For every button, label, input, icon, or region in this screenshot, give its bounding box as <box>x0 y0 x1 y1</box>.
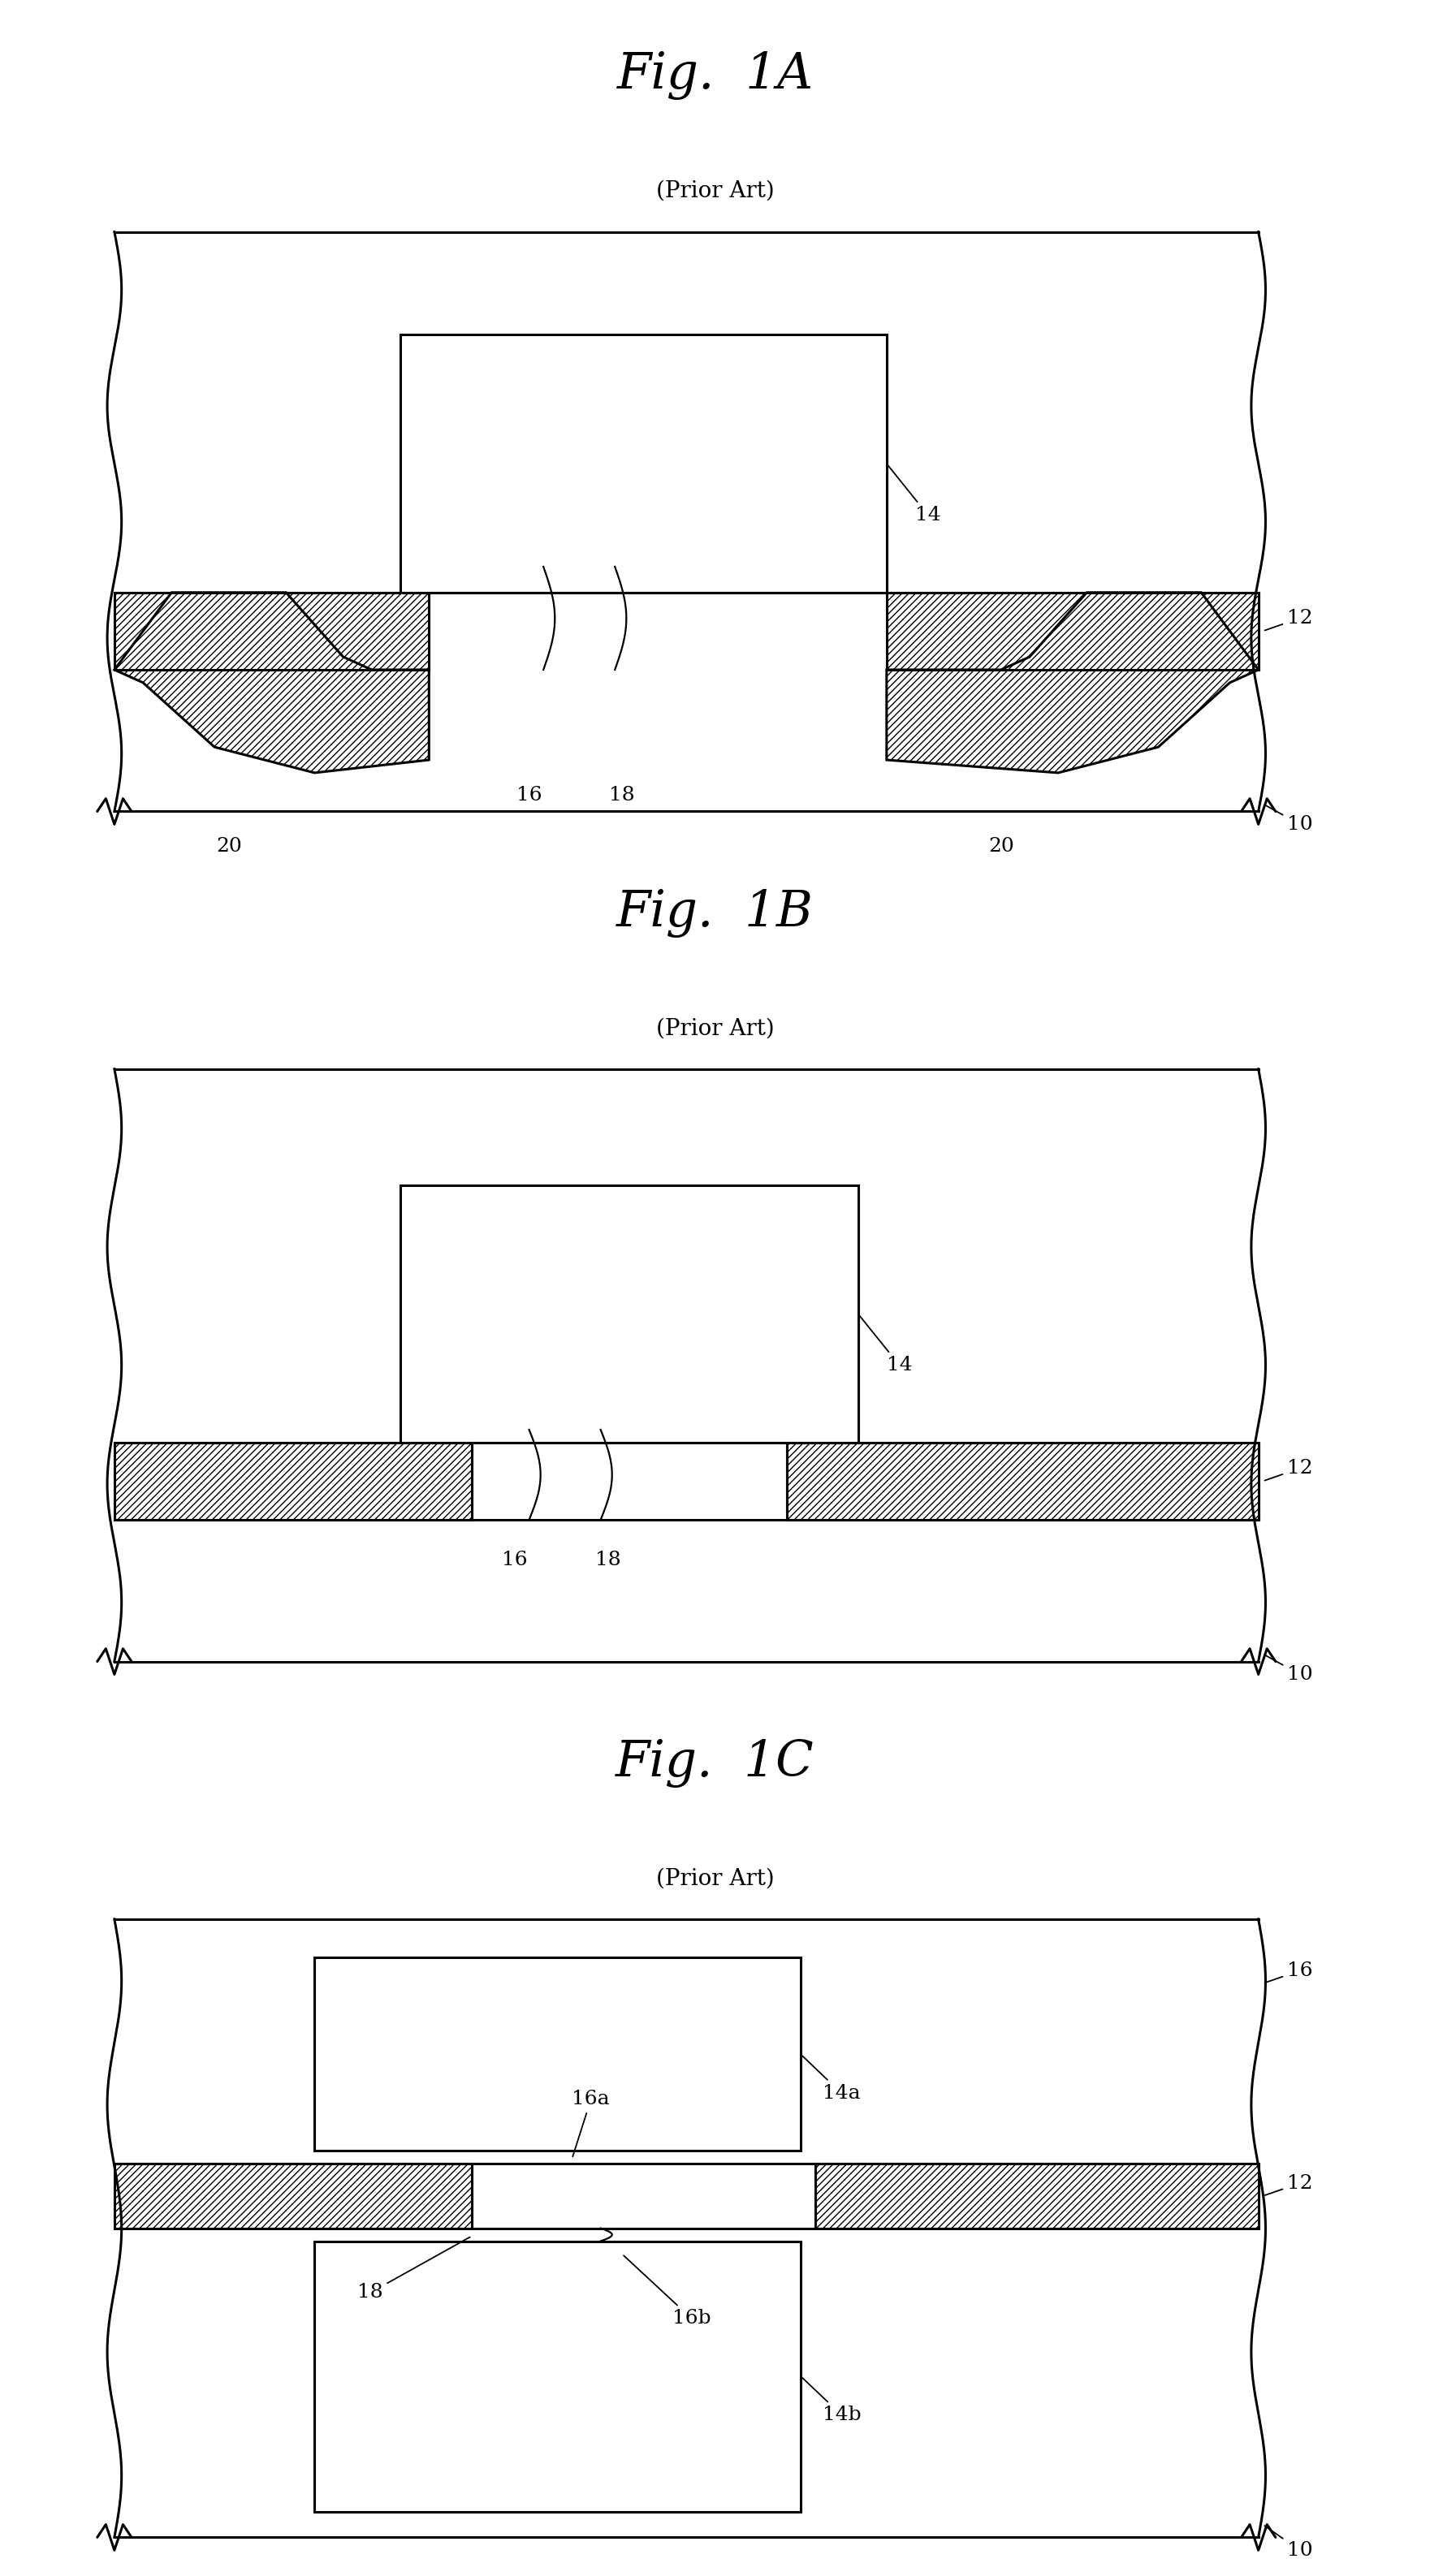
Polygon shape <box>887 592 1258 773</box>
Bar <box>400 335 887 592</box>
Bar <box>815 2164 1258 2228</box>
Text: 18: 18 <box>358 2236 470 2303</box>
Text: (Prior Art): (Prior Art) <box>656 180 774 204</box>
Text: 16: 16 <box>1264 1960 1313 1984</box>
Text: 12: 12 <box>1264 1458 1313 1481</box>
Text: 12: 12 <box>1264 608 1313 631</box>
Text: (Prior Art): (Prior Art) <box>656 1018 774 1041</box>
Text: Fig.  1B: Fig. 1B <box>616 889 814 938</box>
Bar <box>114 1443 472 1520</box>
Bar <box>114 2164 472 2228</box>
Text: 16a: 16a <box>572 2089 609 2156</box>
Text: 14a: 14a <box>802 2056 859 2102</box>
Text: 20: 20 <box>216 837 242 855</box>
Text: 16: 16 <box>502 1551 528 1569</box>
Text: 10: 10 <box>1264 804 1313 835</box>
Text: (Prior Art): (Prior Art) <box>656 1868 774 1891</box>
Polygon shape <box>114 592 429 773</box>
Bar <box>315 1958 801 2151</box>
Bar <box>887 592 1258 670</box>
Bar <box>786 1443 1258 1520</box>
Text: 14: 14 <box>859 1316 912 1376</box>
Text: 16b: 16b <box>623 2257 711 2329</box>
Text: 12: 12 <box>1264 2174 1313 2195</box>
Text: 14b: 14b <box>802 2378 861 2424</box>
Text: 18: 18 <box>609 786 635 804</box>
Text: 10: 10 <box>1264 2524 1313 2561</box>
Bar <box>400 1185 858 1443</box>
Text: 16: 16 <box>516 786 542 804</box>
Text: 10: 10 <box>1264 1654 1313 1685</box>
Text: 18: 18 <box>595 1551 621 1569</box>
Bar <box>315 2241 801 2512</box>
Text: Fig.  1A: Fig. 1A <box>616 52 814 100</box>
Text: Fig.  1C: Fig. 1C <box>616 1739 814 1788</box>
Text: 14: 14 <box>888 466 941 526</box>
Bar <box>114 592 429 670</box>
Text: 20: 20 <box>988 837 1014 855</box>
